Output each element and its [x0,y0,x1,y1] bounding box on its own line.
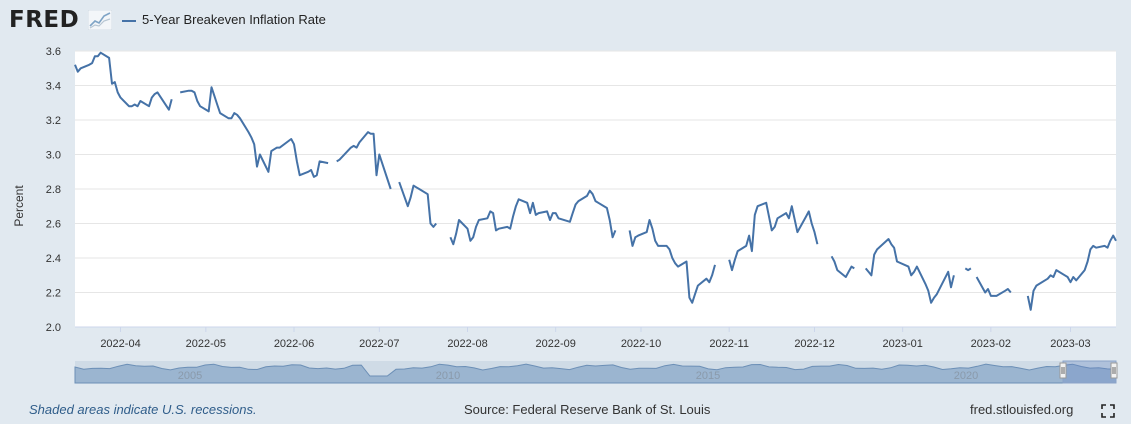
legend[interactable]: 5-Year Breakeven Inflation Rate [122,12,326,27]
y-tick-label: 3.0 [46,150,61,162]
series-line-segment [398,181,437,228]
recession-note: Shaded areas indicate U.S. recessions. [29,402,257,417]
range-navigator[interactable]: 2005 2010 2015 2020 [74,360,1118,384]
y-axis-label: Percent [12,185,26,227]
y-tick-label: 3.2 [46,115,61,127]
navigator-year-label: 2005 [178,370,202,382]
x-tick-label: 2023-03 [1050,338,1090,350]
site-link[interactable]: fred.stlouisfed.org [970,402,1074,417]
navigator-year-label: 2015 [696,370,720,382]
navigator-selection-window [1062,360,1117,384]
series-line-segment [975,276,1012,297]
y-tick-label: 2.8 [46,184,61,196]
series-line-segment [336,131,392,190]
y-tick-label: 2.4 [46,253,61,265]
navigator-series [74,363,1117,384]
x-tick-label: 2022-10 [621,338,661,350]
y-tick-label: 2.0 [46,322,61,334]
x-tick-label: 2022-07 [359,338,399,350]
series-line-segment [180,86,329,178]
series-line-segment [864,238,955,304]
series-line-segment [74,51,173,111]
legend-label: 5-Year Breakeven Inflation Rate [142,12,326,27]
y-tick-label: 2.2 [46,288,61,300]
legend-swatch [122,19,136,22]
x-tick-label: 2023-01 [882,338,922,350]
line-chart[interactable]: 2.02.22.42.62.83.03.23.43.6 2022-04 2022-… [0,40,1131,390]
y-tick-labels: 2.0 2.2 2.4 2.6 2.8 3.0 3.2 3.4 3.6 [46,46,61,334]
y-tick-label: 3.4 [46,81,61,93]
navigator-year-label: 2020 [954,370,978,382]
series-line-segment [728,201,819,272]
navigator-handle[interactable] [1059,362,1067,379]
chart-header: FRED 5-Year Breakeven Inflation Rate [0,0,1131,42]
series-line-segment [449,189,617,246]
x-tick-labels: 2022-04 2022-05 2022-06 2022-07 2022-08 2022-… [75,326,1116,350]
x-tick-label: 2022-04 [100,338,140,350]
x-tick-label: 2022-11 [709,338,749,350]
source-text: Source: Federal Reserve Bank of St. Loui… [464,402,711,417]
x-tick-label: 2023-02 [971,338,1011,350]
y-tick-label: 2.6 [46,219,61,231]
x-tick-label: 2022-08 [447,338,487,350]
x-tick-label: 2022-12 [794,338,834,350]
x-tick-label: 2022-06 [274,338,314,350]
series-line-segment [628,219,716,304]
series-line-segment [830,255,855,278]
navigator-handle[interactable] [1110,362,1118,379]
series-line-segment [1026,234,1117,311]
series-line-segment [964,267,972,272]
series-lines [74,51,1117,311]
fullscreen-icon[interactable] [1101,404,1115,418]
fred-logo[interactable]: FRED [9,7,80,33]
navigator-year-label: 2010 [436,370,460,382]
y-tick-label: 3.6 [46,46,61,58]
x-tick-label: 2022-05 [186,338,226,350]
x-tick-label: 2022-09 [535,338,575,350]
trend-graph-icon [88,10,112,30]
